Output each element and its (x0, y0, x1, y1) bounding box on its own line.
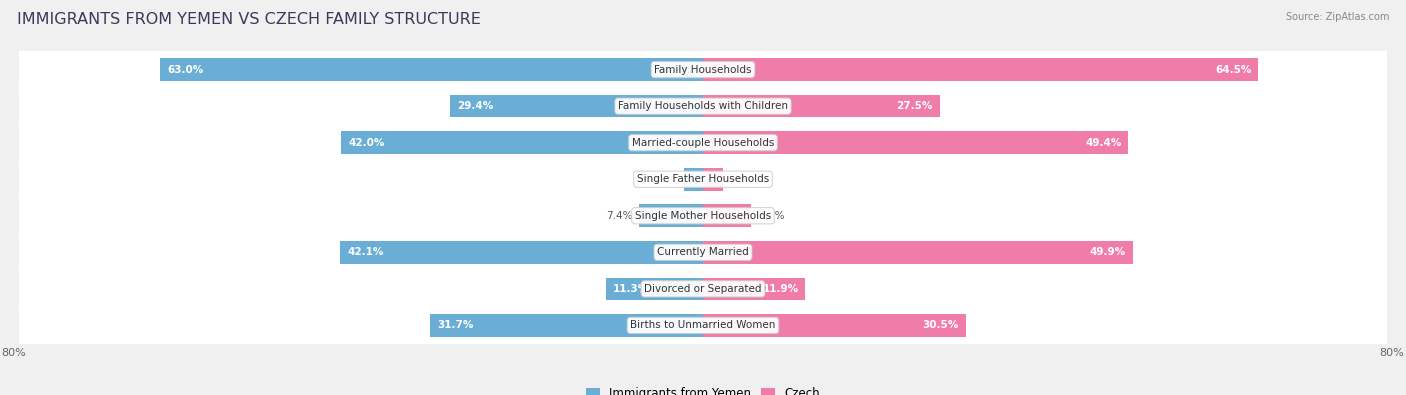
Bar (640, 205, 703, 227)
Bar (703, 168, 723, 190)
Text: 64.5%: 64.5% (1215, 65, 1251, 75)
Text: Married-couple Households: Married-couple Households (631, 138, 775, 148)
Text: 5.6%: 5.6% (758, 211, 785, 221)
Text: Divorced or Separated: Divorced or Separated (644, 284, 762, 294)
Text: 30.5%: 30.5% (922, 320, 959, 330)
Text: 7.4%: 7.4% (606, 211, 633, 221)
Legend: Immigrants from Yemen, Czech: Immigrants from Yemen, Czech (583, 384, 823, 395)
FancyBboxPatch shape (20, 53, 1386, 87)
FancyBboxPatch shape (18, 74, 1388, 138)
Text: 11.3%: 11.3% (613, 284, 648, 294)
Text: 63.0%: 63.0% (167, 65, 204, 75)
Text: 2.2%: 2.2% (651, 174, 678, 184)
FancyBboxPatch shape (18, 293, 1388, 357)
FancyBboxPatch shape (20, 235, 1386, 269)
Text: Single Mother Households: Single Mother Households (636, 211, 770, 221)
Text: 11.9%: 11.9% (762, 284, 799, 294)
FancyBboxPatch shape (20, 126, 1386, 160)
Bar (703, 132, 1129, 154)
Text: IMMIGRANTS FROM YEMEN VS CZECH FAMILY STRUCTURE: IMMIGRANTS FROM YEMEN VS CZECH FAMILY ST… (17, 12, 481, 27)
Text: 2.3%: 2.3% (730, 174, 756, 184)
FancyBboxPatch shape (20, 162, 1386, 196)
Bar (606, 278, 703, 300)
Text: 49.4%: 49.4% (1085, 138, 1122, 148)
FancyBboxPatch shape (18, 220, 1388, 284)
FancyBboxPatch shape (20, 308, 1386, 342)
Text: Family Households with Children: Family Households with Children (619, 101, 787, 111)
FancyBboxPatch shape (20, 199, 1386, 233)
FancyBboxPatch shape (18, 147, 1388, 211)
FancyBboxPatch shape (18, 38, 1388, 102)
Bar (430, 314, 703, 337)
Bar (703, 314, 966, 337)
FancyBboxPatch shape (18, 257, 1388, 321)
Bar (703, 58, 1258, 81)
Bar (685, 168, 703, 190)
Bar (703, 241, 1133, 263)
Bar (703, 278, 806, 300)
Text: 31.7%: 31.7% (437, 320, 474, 330)
Text: 27.5%: 27.5% (897, 101, 934, 111)
Bar (703, 205, 751, 227)
Bar (342, 132, 703, 154)
Text: Births to Unmarried Women: Births to Unmarried Women (630, 320, 776, 330)
Text: Single Father Households: Single Father Households (637, 174, 769, 184)
FancyBboxPatch shape (18, 184, 1388, 248)
Text: 42.0%: 42.0% (349, 138, 385, 148)
Text: Family Households: Family Households (654, 65, 752, 75)
Text: 49.9%: 49.9% (1090, 247, 1126, 257)
Text: 42.1%: 42.1% (347, 247, 384, 257)
Text: Currently Married: Currently Married (657, 247, 749, 257)
Bar (160, 58, 703, 81)
Bar (703, 95, 939, 117)
FancyBboxPatch shape (20, 89, 1386, 123)
FancyBboxPatch shape (18, 111, 1388, 175)
Text: Source: ZipAtlas.com: Source: ZipAtlas.com (1285, 12, 1389, 22)
Bar (450, 95, 703, 117)
Text: 29.4%: 29.4% (457, 101, 494, 111)
Bar (340, 241, 703, 263)
FancyBboxPatch shape (20, 272, 1386, 306)
